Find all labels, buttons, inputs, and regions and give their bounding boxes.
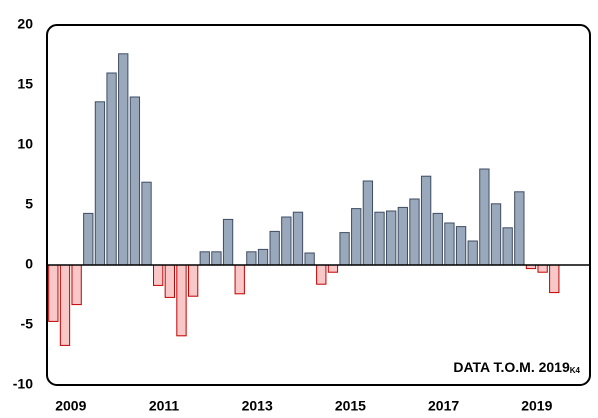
bar bbox=[211, 251, 222, 266]
bar bbox=[444, 222, 455, 266]
bar bbox=[129, 96, 141, 266]
bar bbox=[281, 216, 292, 266]
annotation-subscript: K4 bbox=[570, 366, 581, 375]
bar bbox=[374, 211, 385, 266]
bar bbox=[339, 232, 350, 266]
x-tick-label: 2015 bbox=[335, 398, 366, 414]
bar bbox=[246, 251, 257, 266]
bar bbox=[432, 212, 443, 266]
bar bbox=[118, 53, 129, 266]
bar bbox=[164, 264, 175, 298]
bar bbox=[222, 218, 234, 266]
bar bbox=[409, 198, 420, 266]
x-tick-label: 2017 bbox=[428, 398, 459, 414]
bar bbox=[537, 264, 548, 273]
bar bbox=[490, 203, 502, 266]
bar bbox=[467, 240, 478, 266]
y-tick-label: 20 bbox=[17, 16, 33, 32]
y-tick-label: 0 bbox=[25, 256, 33, 272]
bar bbox=[351, 208, 362, 266]
bar bbox=[327, 264, 339, 273]
bar bbox=[94, 101, 106, 266]
bar bbox=[187, 264, 199, 297]
bar bbox=[48, 264, 59, 322]
bar bbox=[176, 264, 187, 337]
bar bbox=[83, 212, 94, 266]
x-tick-label: 2009 bbox=[55, 398, 86, 414]
x-tick-label: 2019 bbox=[521, 398, 552, 414]
annotation: DATA T.O.M. 2019K4 bbox=[453, 359, 580, 375]
y-tick-label: 10 bbox=[17, 136, 33, 152]
plot-frame bbox=[46, 24, 591, 386]
bar bbox=[71, 264, 82, 306]
y-tick-label: -10 bbox=[13, 376, 33, 392]
bar bbox=[397, 206, 408, 266]
y-tick-label: 5 bbox=[25, 196, 33, 212]
bar bbox=[292, 211, 304, 266]
bar bbox=[269, 230, 280, 266]
bar bbox=[59, 264, 71, 346]
x-tick-label: 2013 bbox=[242, 398, 273, 414]
bar bbox=[304, 252, 315, 266]
bar bbox=[455, 226, 467, 266]
bar bbox=[549, 264, 560, 294]
bar bbox=[234, 264, 245, 295]
bar bbox=[514, 191, 525, 266]
bar bbox=[420, 175, 432, 266]
bar bbox=[479, 168, 490, 266]
bar bbox=[316, 264, 327, 285]
bar bbox=[141, 181, 152, 266]
y-tick-label: 15 bbox=[17, 76, 33, 92]
bar bbox=[502, 227, 513, 266]
bar bbox=[153, 264, 164, 286]
bar bbox=[106, 72, 117, 266]
y-tick-label: -5 bbox=[21, 316, 34, 332]
x-tick-label: 2011 bbox=[149, 398, 180, 414]
bar bbox=[362, 180, 374, 266]
bar bbox=[386, 210, 397, 266]
bar bbox=[257, 248, 269, 266]
bar bbox=[199, 251, 210, 266]
annotation-text: DATA T.O.M. 2019 bbox=[453, 359, 570, 375]
